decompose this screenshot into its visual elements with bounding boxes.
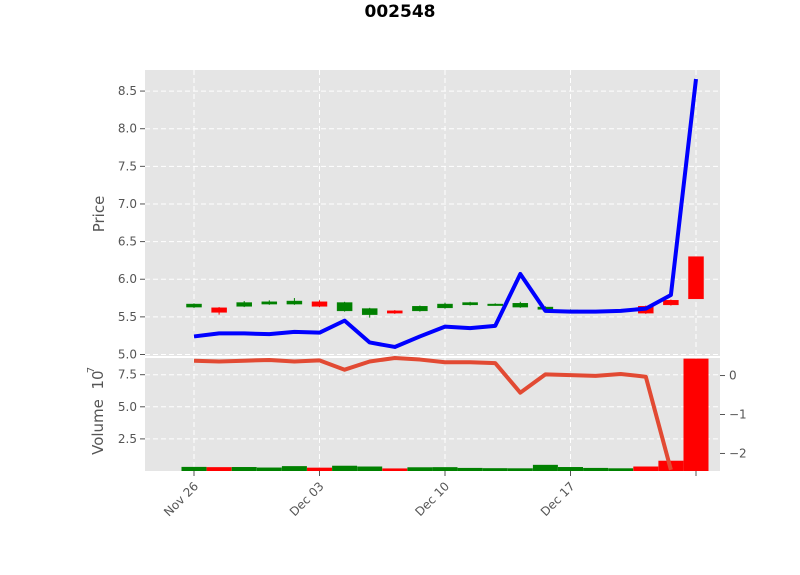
volume-exponent-label: 10 bbox=[89, 370, 107, 389]
candle-body bbox=[512, 303, 529, 308]
price-y-tick-label: 5.5 bbox=[118, 310, 137, 324]
price-plot-background bbox=[145, 70, 720, 356]
right-y-tick-label: −1 bbox=[729, 408, 747, 422]
candle-body bbox=[688, 256, 704, 300]
volume-bar bbox=[507, 468, 533, 471]
x-tick-label: Dec 17 bbox=[538, 479, 578, 519]
candle-body bbox=[336, 302, 353, 312]
volume-bar bbox=[608, 468, 634, 471]
candle-body bbox=[361, 308, 378, 315]
volume-exponent-superscript: 7 bbox=[86, 367, 97, 373]
price-y-tick-label: 8.5 bbox=[118, 84, 137, 98]
x-tick-label: Dec 10 bbox=[412, 479, 452, 519]
volume-bar bbox=[181, 466, 207, 471]
volume-bar bbox=[307, 467, 332, 471]
candle-body bbox=[261, 301, 278, 305]
price-y-tick-label: 7.0 bbox=[118, 197, 137, 211]
price-y-tick-label: 7.5 bbox=[118, 159, 137, 173]
volume-bar bbox=[432, 467, 458, 471]
candle-body bbox=[211, 307, 227, 313]
candle-body bbox=[437, 303, 453, 309]
volume-y-tick-label: 2.5 bbox=[118, 432, 137, 446]
volume-bar bbox=[457, 467, 483, 471]
price-y-tick-label: 5.0 bbox=[118, 347, 137, 361]
volume-bar bbox=[558, 467, 583, 471]
x-tick-label: Nov 26 bbox=[161, 479, 201, 519]
volume-plot-background bbox=[145, 358, 720, 471]
price-y-tick-label: 6.0 bbox=[118, 272, 137, 286]
price-panel: 5.0 5.5 6.0 6.5 7.0 7.5 8.0 8.5 bbox=[118, 70, 720, 361]
x-axis-ticks: Nov 26 Dec 03 Dec 10 Dec 17 bbox=[161, 471, 697, 519]
right-y-tick-label: −2 bbox=[729, 446, 747, 460]
candle-body bbox=[387, 310, 403, 314]
volume-y-tick-label: 5.0 bbox=[118, 400, 137, 414]
candle-body bbox=[236, 302, 252, 307]
candle-body bbox=[487, 303, 503, 306]
volume-bar bbox=[357, 466, 383, 471]
volume-bar bbox=[583, 467, 609, 471]
candle-body bbox=[462, 302, 478, 306]
candle-body bbox=[663, 300, 679, 306]
candle-body bbox=[186, 303, 202, 308]
price-y-tick-label: 6.5 bbox=[118, 235, 137, 249]
volume-bar bbox=[332, 465, 358, 471]
volume-bar bbox=[532, 464, 558, 471]
price-axis-label: Price bbox=[90, 196, 108, 233]
volume-bar bbox=[683, 358, 709, 471]
candle-body bbox=[412, 306, 428, 312]
volume-bar bbox=[206, 467, 232, 471]
volume-bar bbox=[281, 466, 307, 471]
price-y-tick-label: 8.0 bbox=[118, 122, 137, 136]
volume-bar bbox=[633, 466, 659, 471]
volume-panel-line-series bbox=[193, 356, 673, 471]
volume-bar bbox=[407, 467, 433, 471]
volume-bar bbox=[482, 468, 508, 471]
candle-body bbox=[286, 300, 303, 305]
volume-panel: 2.5 5.0 7.5 0 −1 −2 bbox=[118, 356, 747, 471]
x-tick-label: Dec 03 bbox=[287, 479, 327, 519]
volume-bar bbox=[256, 467, 282, 471]
volume-y-tick-label: 7.5 bbox=[118, 368, 137, 382]
volume-bar bbox=[231, 467, 257, 471]
candle-body bbox=[311, 301, 328, 307]
chart-title: 002548 bbox=[365, 2, 436, 22]
price-line-series bbox=[193, 78, 698, 349]
volume-bar bbox=[382, 468, 408, 471]
volume-axis-label: Volume bbox=[89, 399, 107, 455]
right-y-tick-label: 0 bbox=[729, 369, 737, 383]
